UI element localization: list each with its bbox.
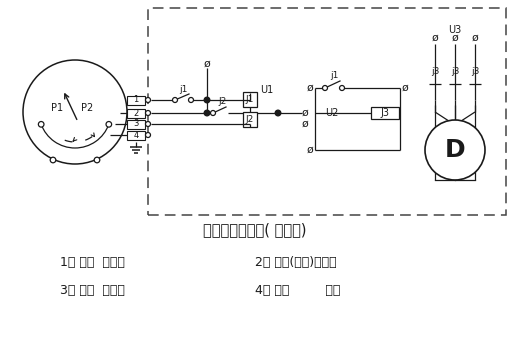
Circle shape [50, 157, 56, 163]
Text: 1: 1 [133, 95, 139, 105]
Text: j1: j1 [179, 84, 187, 93]
Circle shape [146, 110, 151, 116]
Circle shape [210, 110, 215, 116]
Text: 2－ 绿色(蓝色)接通线: 2－ 绿色(蓝色)接通线 [255, 255, 337, 268]
Text: j3: j3 [451, 67, 459, 77]
Text: J2: J2 [246, 115, 254, 124]
Circle shape [94, 157, 100, 163]
Text: 4: 4 [133, 131, 139, 140]
Circle shape [275, 110, 281, 116]
Text: J1: J1 [246, 95, 254, 104]
Bar [243, 112, 257, 127]
Text: ø: ø [301, 108, 308, 118]
Circle shape [339, 86, 344, 91]
Circle shape [146, 132, 151, 137]
Text: j3: j3 [431, 67, 439, 77]
Text: ø: ø [307, 145, 313, 155]
Text: 3: 3 [133, 119, 139, 129]
Circle shape [146, 121, 151, 127]
Circle shape [189, 97, 194, 103]
Circle shape [425, 120, 485, 180]
Circle shape [106, 121, 111, 127]
Bar [148, 8, 506, 215]
Circle shape [146, 97, 151, 103]
Text: D: D [444, 138, 465, 162]
Text: ø: ø [452, 33, 458, 43]
Text: ø: ø [204, 59, 210, 69]
Text: 4－ 黑色         地线: 4－ 黑色 地线 [255, 284, 340, 297]
Text: 电气线路示意图( 供参考): 电气线路示意图( 供参考) [203, 223, 307, 237]
Circle shape [323, 86, 327, 91]
Text: ø: ø [431, 33, 438, 43]
Bar [371, 107, 399, 119]
Circle shape [204, 110, 210, 116]
Text: U2: U2 [325, 108, 338, 118]
Text: ø: ø [301, 119, 308, 129]
Text: ø: ø [471, 33, 479, 43]
Bar [127, 119, 145, 129]
Text: J3: J3 [381, 108, 390, 118]
Text: J2: J2 [219, 97, 227, 106]
Bar [127, 108, 145, 118]
Text: j3: j3 [471, 67, 479, 77]
Text: U1: U1 [260, 85, 274, 95]
Bar [127, 95, 145, 105]
Text: 2: 2 [133, 108, 139, 118]
Circle shape [38, 121, 44, 127]
Text: P2: P2 [81, 103, 93, 113]
Bar [127, 131, 145, 140]
Text: 3－ 红色  断开线: 3－ 红色 断开线 [60, 284, 125, 297]
Circle shape [204, 97, 210, 103]
Circle shape [172, 97, 178, 103]
Text: ø: ø [307, 83, 313, 93]
Text: 1－ 黄色  公用线: 1－ 黄色 公用线 [60, 255, 125, 268]
Text: P1: P1 [51, 103, 63, 113]
Text: ø: ø [401, 83, 408, 93]
Bar [243, 92, 257, 107]
Text: U3: U3 [449, 25, 462, 35]
Text: j1: j1 [330, 70, 338, 79]
